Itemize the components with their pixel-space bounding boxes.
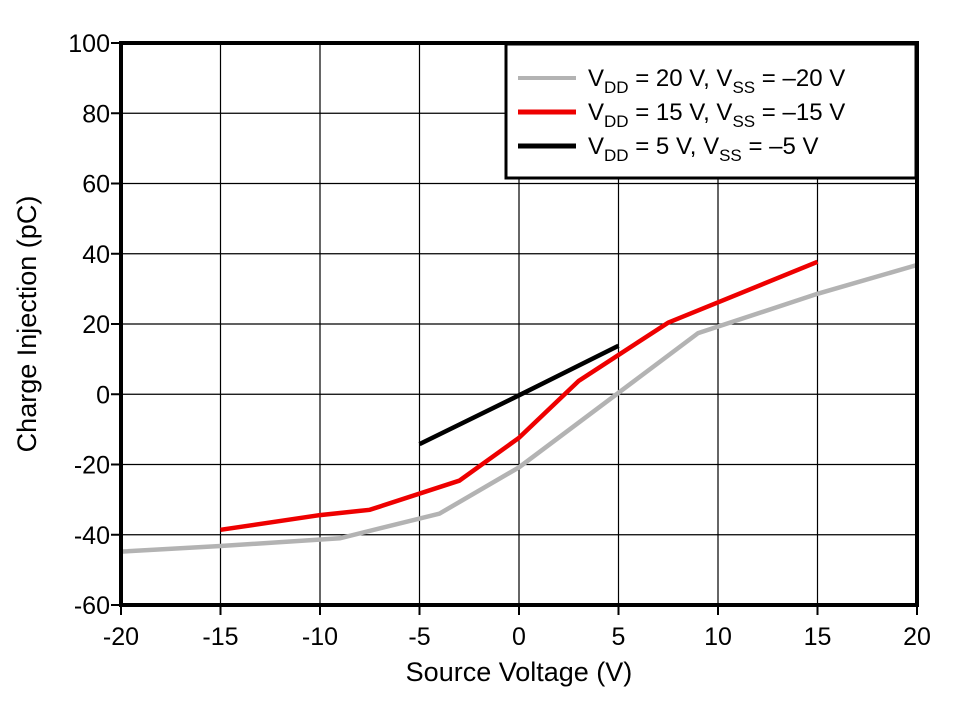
y-tick-label-20: 20 — [82, 311, 110, 339]
y-tick-label-80: 80 — [82, 100, 110, 128]
x-tick-labels: -20 -15 -10 -5 0 5 10 15 20 — [103, 623, 931, 651]
y-tick-label--20: -20 — [74, 452, 110, 480]
series-line-vdd-5v — [418, 343, 620, 447]
legend-label: VDD = 20 V, VSS = –20 V — [588, 65, 845, 97]
x-tick-label-20: 20 — [903, 623, 931, 651]
x-tick-label--10: -10 — [302, 623, 338, 651]
y-tick-label-40: 40 — [82, 241, 110, 269]
x-tick-label-15: 15 — [804, 623, 832, 651]
series-layer — [120, 259, 918, 554]
x-tick-label--5: -5 — [408, 623, 430, 651]
series-line-vdd-20v — [120, 262, 918, 554]
x-axis-title: Source Voltage (V) — [406, 657, 633, 687]
y-tick-label-0: 0 — [96, 381, 110, 409]
legend-label: VDD = 5 V, VSS = –5 V — [588, 133, 819, 165]
y-tick-label-100: 100 — [68, 30, 110, 58]
y-axis-title: Charge Injection (pC) — [12, 196, 42, 453]
y-tick-label-60: 60 — [82, 171, 110, 199]
legend-label: VDD = 15 V, VSS = –15 V — [588, 99, 845, 131]
y-tick-labels: -60 -40 -20 0 20 40 60 80 100 — [68, 30, 110, 620]
tick-marks — [111, 42, 918, 615]
x-tick-label-10: 10 — [704, 623, 732, 651]
x-tick-label-5: 5 — [612, 623, 626, 651]
y-tick-label--60: -60 — [74, 592, 110, 620]
y-tick-label--40: -40 — [74, 522, 110, 550]
series-line-vdd-15v — [220, 259, 819, 533]
x-tick-label--15: -15 — [202, 623, 238, 651]
x-tick-label-0: 0 — [512, 623, 526, 651]
x-tick-label--20: -20 — [103, 623, 139, 651]
